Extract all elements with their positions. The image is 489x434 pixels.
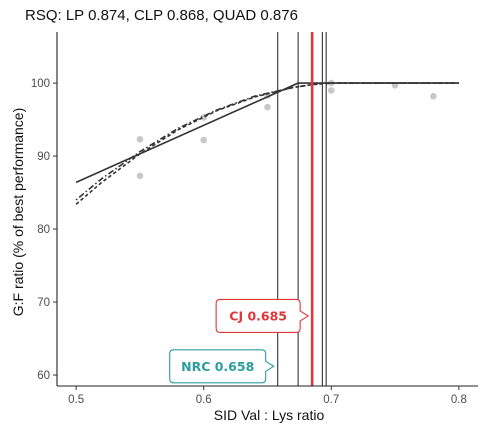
x-axis-title: SID Val : Lys ratio	[214, 407, 325, 423]
data-point-1	[136, 135, 144, 143]
y-tick-label-4: 90	[37, 151, 50, 163]
callout-cj-label: CJ 0.685	[229, 308, 287, 323]
x-tick-label-3: 0.7	[323, 394, 339, 406]
data-point-2	[136, 172, 144, 180]
x-tick-label-4: 0.8	[451, 394, 467, 406]
y-tick-label-5: 100	[31, 78, 50, 90]
x-tick-label-1: 0.5	[68, 394, 84, 406]
y-tick-label-3: 80	[37, 224, 50, 236]
fit-line-dotdash	[75, 82, 459, 201]
y-tick-label-1: 60	[37, 370, 50, 382]
callout-nrc-box	[169, 349, 275, 384]
chart-title: RSQ: LP 0.874, CLP 0.868, QUAD 0.876	[25, 7, 298, 24]
callout-nrc-label: NRC 0.658	[181, 359, 254, 374]
fit-line-dashed	[75, 82, 459, 205]
plot-panel: CJ 0.685 NRC 0.658 0.5 0.6 0.7 0.8 60 70 80 90 100	[31, 32, 478, 406]
data-point-10	[430, 92, 437, 100]
data-point-6	[264, 103, 271, 111]
y-tick-label-2: 70	[37, 297, 50, 309]
y-axis-title: G:F ratio (% of best performance)	[10, 108, 26, 317]
data-point-8	[327, 87, 335, 94]
data-point-4	[200, 136, 208, 144]
callout-cj-box	[215, 298, 310, 333]
x-tick-label-2: 0.6	[196, 394, 212, 406]
